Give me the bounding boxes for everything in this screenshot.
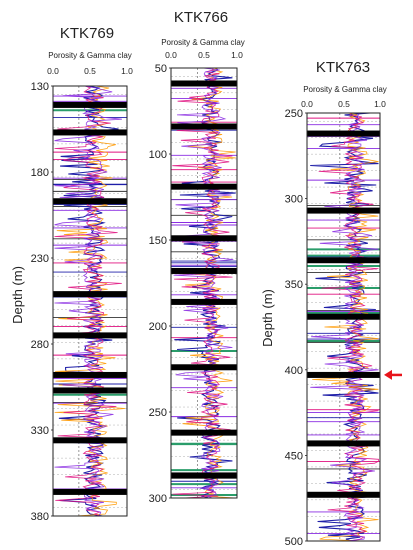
plot-frame bbox=[52, 85, 128, 517]
black-band bbox=[53, 101, 127, 108]
log-trace bbox=[314, 112, 379, 542]
x-tick-label: 0.5 bbox=[198, 50, 210, 60]
y-tick-label: 250 bbox=[285, 108, 303, 120]
y-tick-label: 350 bbox=[285, 279, 303, 291]
log-trace bbox=[172, 67, 236, 499]
black-band bbox=[171, 80, 237, 87]
x-tick-label: 0.5 bbox=[338, 99, 350, 109]
log-trace bbox=[54, 85, 122, 517]
black-band bbox=[307, 130, 380, 137]
x-tick-label: 0.0 bbox=[47, 66, 59, 76]
black-band bbox=[307, 491, 380, 498]
y-tick-label: 50 bbox=[155, 63, 167, 75]
y-tick-label: 150 bbox=[149, 235, 167, 247]
y-tick-label: 500 bbox=[285, 536, 303, 548]
black-band bbox=[171, 472, 237, 479]
x-tick-label: 1.0 bbox=[374, 99, 386, 109]
black-band bbox=[307, 371, 380, 378]
black-band bbox=[171, 298, 237, 305]
y-axis-label: Depth (m) bbox=[10, 266, 25, 324]
black-band bbox=[53, 291, 127, 298]
black-band bbox=[307, 257, 380, 264]
log-trace bbox=[173, 67, 234, 499]
black-band bbox=[53, 488, 127, 495]
panel-subtitle: Porosity & Gamma clay bbox=[48, 51, 132, 60]
log-trace bbox=[312, 112, 379, 542]
black-band bbox=[171, 235, 237, 242]
y-tick-label: 400 bbox=[285, 365, 303, 377]
y-tick-label: 380 bbox=[31, 511, 49, 523]
black-band bbox=[53, 198, 127, 205]
x-tick-label: 1.0 bbox=[121, 66, 133, 76]
panel-title: KTK766 bbox=[174, 9, 228, 26]
y-tick-label: 250 bbox=[149, 407, 167, 419]
log-trace bbox=[172, 67, 233, 499]
log-trace bbox=[310, 112, 379, 542]
y-tick-label: 130 bbox=[31, 81, 49, 93]
x-tick-label: 0.0 bbox=[301, 99, 313, 109]
y-tick-label: 230 bbox=[31, 253, 49, 265]
black-band bbox=[171, 267, 237, 274]
y-tick-label: 180 bbox=[31, 167, 49, 179]
x-tick-label: 0.0 bbox=[165, 50, 177, 60]
black-band bbox=[53, 387, 127, 394]
panel-subtitle: Porosity & Gamma clay bbox=[303, 85, 387, 94]
black-band bbox=[53, 437, 127, 444]
black-band bbox=[171, 183, 237, 190]
panel-ktk769: KTK769 Porosity & Gamma clay 0.0 0.5 1.0… bbox=[10, 25, 133, 523]
black-band bbox=[171, 364, 237, 371]
y-tick-label: 330 bbox=[31, 425, 49, 437]
black-band bbox=[53, 332, 127, 339]
x-tick-label: 0.5 bbox=[84, 66, 96, 76]
log-trace bbox=[310, 112, 379, 542]
black-band bbox=[53, 371, 127, 378]
plot-frame bbox=[306, 112, 381, 542]
black-band bbox=[307, 313, 380, 320]
panel-ktk766: KTK766 Porosity & Gamma clay 0.0 0.5 1.0… bbox=[149, 9, 245, 505]
panel-title: KTK763 bbox=[316, 59, 370, 76]
red-arrow-icon bbox=[384, 369, 392, 380]
black-band bbox=[307, 207, 380, 214]
y-tick-label: 280 bbox=[31, 339, 49, 351]
y-tick-label: 300 bbox=[149, 493, 167, 505]
y-tick-label: 450 bbox=[285, 450, 303, 462]
panel-ktk763: KTK763 Porosity & Gamma clay 0.0 0.5 1.0… bbox=[260, 59, 387, 548]
plot-frame bbox=[170, 67, 238, 499]
black-band bbox=[53, 129, 127, 136]
x-tick-label: 1.0 bbox=[231, 50, 243, 60]
y-tick-label: 300 bbox=[285, 194, 303, 206]
panel-subtitle: Porosity & Gamma clay bbox=[161, 38, 245, 47]
black-band bbox=[171, 123, 237, 130]
log-trace bbox=[54, 85, 126, 517]
panel-title: KTK769 bbox=[60, 25, 114, 42]
black-band bbox=[307, 440, 380, 447]
y-tick-label: 100 bbox=[149, 149, 167, 161]
y-axis-label: Depth (m) bbox=[260, 289, 275, 347]
black-band bbox=[171, 429, 237, 436]
y-tick-label: 200 bbox=[149, 321, 167, 333]
